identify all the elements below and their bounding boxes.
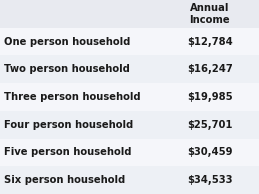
Bar (0, 139, 161, 166)
Text: Two person household: Two person household (4, 64, 130, 74)
Text: $30,459: $30,459 (187, 147, 233, 157)
Bar (0, 28, 161, 55)
Text: Three person household: Three person household (4, 92, 141, 102)
Text: Four person household: Four person household (4, 120, 133, 130)
Bar (0, 111, 161, 139)
Text: One person household: One person household (4, 37, 130, 47)
Bar (161, 166, 259, 194)
Bar (161, 83, 259, 111)
Text: Annual
Income: Annual Income (190, 3, 230, 25)
Text: $12,784: $12,784 (187, 37, 233, 47)
Bar (161, 139, 259, 166)
Bar (0, 83, 161, 111)
Text: $19,985: $19,985 (187, 92, 233, 102)
Text: Six person household: Six person household (4, 175, 125, 185)
Bar (161, 111, 259, 139)
Text: $25,701: $25,701 (187, 120, 233, 130)
Text: Five person household: Five person household (4, 147, 131, 157)
Text: $34,533: $34,533 (187, 175, 233, 185)
Bar (161, 55, 259, 83)
Bar (0, 166, 161, 194)
Text: $16,247: $16,247 (187, 64, 233, 74)
Bar (0, 55, 161, 83)
Bar (161, 28, 259, 55)
Bar (0, 0, 161, 28)
Bar (161, 0, 259, 28)
